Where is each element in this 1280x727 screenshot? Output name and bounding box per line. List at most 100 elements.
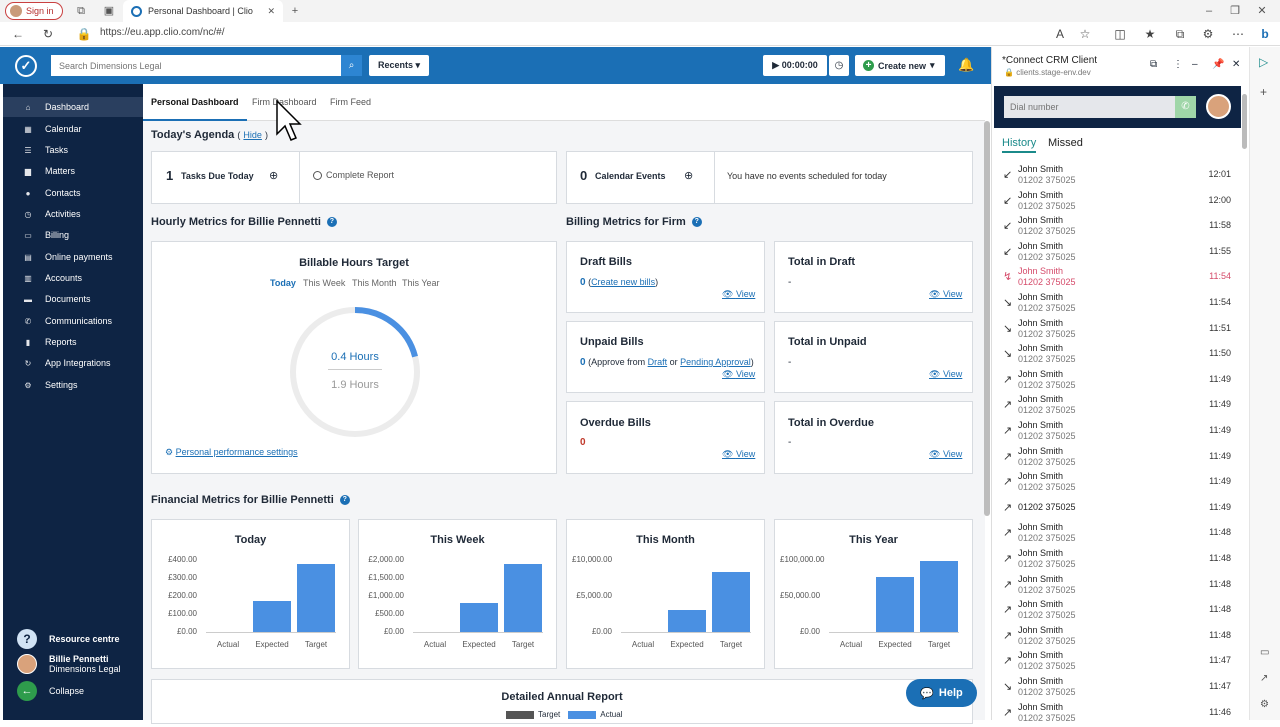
tab-missed[interactable]: Missed	[1048, 137, 1083, 149]
avatar[interactable]	[1206, 94, 1231, 119]
more-icon[interactable]: ⋮	[1173, 59, 1183, 70]
back-icon[interactable]: ←	[12, 27, 24, 41]
call-history-item[interactable]: ↗ John Smith 01202 375025 11:46	[1003, 702, 1231, 727]
bar-expected[interactable]	[460, 603, 498, 632]
bar-target[interactable]	[920, 561, 958, 632]
call-history-item[interactable]: ↘ John Smith 01202 375025 11:50	[1003, 343, 1231, 368]
close-tab-icon[interactable]: ✕	[267, 5, 275, 16]
add-sidebar-icon[interactable]: +	[1260, 85, 1268, 99]
extension-icon[interactable]: ⚙	[1202, 27, 1214, 41]
sidebar-item-accounts[interactable]: ▥ Accounts	[3, 268, 143, 288]
call-history-item[interactable]: ↙ John Smith 01202 375025 11:58	[1003, 215, 1231, 240]
favorites-icon[interactable]: ★	[1144, 27, 1156, 41]
call-history-item[interactable]: ↗ John Smith 01202 375025 11:49	[1003, 369, 1231, 394]
collapse-button[interactable]: ← Collapse	[17, 681, 84, 701]
external-link-icon[interactable]: ↗	[1260, 673, 1269, 684]
call-history-item[interactable]: ↗ John Smith 01202 375025 11:48	[1003, 599, 1231, 624]
new-tab-icon[interactable]: +	[291, 5, 299, 17]
close-panel-icon[interactable]: ✕	[1232, 59, 1241, 70]
tab-personal-dashboard[interactable]: Personal Dashboard	[143, 84, 247, 121]
bing-copilot-icon[interactable]: b	[1261, 27, 1269, 41]
tab-firm-feed[interactable]: Firm Feed	[330, 97, 372, 107]
timer-button[interactable]: ▶ 00:00:00	[763, 55, 827, 76]
open-external-icon[interactable]: ⧉	[1150, 59, 1158, 70]
call-history-item[interactable]: ↗ John Smith 01202 375025 11:49	[1003, 471, 1231, 496]
split-screen-icon[interactable]: ◫	[1114, 27, 1126, 41]
info-icon[interactable]: ?	[691, 217, 702, 228]
sidebar-item-activities[interactable]: ◷ Activities	[3, 204, 143, 224]
search-icon[interactable]: ⌕	[341, 55, 362, 76]
clock-icon[interactable]: ◷	[829, 55, 849, 76]
bell-icon[interactable]: 🔔	[958, 57, 975, 72]
call-history-item[interactable]: ↗ John Smith 01202 375025 11:48	[1003, 625, 1231, 650]
sign-in-button[interactable]: Sign in	[5, 2, 63, 20]
sidebar-item-app-integrations[interactable]: ↻ App Integrations	[3, 353, 143, 373]
sidebar-item-dashboard[interactable]: ⌂ Dashboard	[3, 97, 143, 117]
restore-icon[interactable]: ❐	[1230, 5, 1240, 17]
pin-icon[interactable]: 📌	[1212, 59, 1225, 70]
call-history-item[interactable]: ↗ John Smith 01202 375025 11:47	[1003, 650, 1231, 675]
minimize-icon[interactable]: –	[1205, 5, 1213, 17]
sidebar-item-communications[interactable]: ✆ Communications	[3, 311, 143, 331]
info-icon[interactable]: ?	[339, 495, 350, 506]
bar-target[interactable]	[712, 572, 750, 632]
total-draft-view-link[interactable]: 👁 View	[929, 289, 963, 299]
sidebar-item-documents[interactable]: ▬ Documents	[3, 289, 143, 309]
sidebar-item-billing[interactable]: ▭ Billing	[3, 225, 143, 245]
refresh-icon[interactable]: ↻	[42, 27, 54, 41]
complete-report-item[interactable]: Complete Report	[313, 170, 394, 181]
call-history-item[interactable]: ↘ John Smith 01202 375025 11:54	[1003, 292, 1231, 317]
call-history-item[interactable]: ↗ John Smith 01202 375025 11:48	[1003, 522, 1231, 547]
total-overdue-view-link[interactable]: 👁 View	[929, 449, 963, 459]
call-history-item[interactable]: ↯ John Smith 01202 375025 11:54	[1003, 266, 1231, 291]
search-input[interactable]	[51, 55, 341, 76]
draft-bills-view-link[interactable]: 👁 View	[722, 289, 756, 299]
info-icon[interactable]: ?	[326, 217, 337, 228]
clio-logo-icon[interactable]: ✓	[15, 55, 37, 77]
draft-link[interactable]: Draft	[647, 357, 668, 367]
user-profile[interactable]: Billie Pennetti Dimensions Legal	[17, 654, 121, 674]
bar-target[interactable]	[297, 563, 335, 632]
period-today[interactable]: Today	[270, 278, 296, 288]
performance-settings-link[interactable]: ⚙ Personal performance settings	[165, 447, 298, 458]
tab-actions-icon[interactable]: ▣	[103, 5, 115, 17]
resource-centre-button[interactable]: ? Resource centre	[17, 629, 120, 649]
lock-icon[interactable]: 🔒	[76, 27, 92, 41]
sidebar-layout-icon[interactable]: ▭	[1260, 647, 1270, 658]
call-history-item[interactable]: ↗ 01202 375025 11:49	[1003, 497, 1231, 522]
bar-expected[interactable]	[253, 601, 291, 632]
sidebar-item-matters[interactable]: ▆ Matters	[3, 161, 143, 181]
close-window-icon[interactable]: ✕	[1257, 5, 1267, 17]
add-task-icon[interactable]: ⊕	[269, 170, 279, 182]
sidebar-item-calendar[interactable]: ▦ Calendar	[3, 119, 143, 139]
phone-icon[interactable]: ✆	[1175, 96, 1196, 118]
period-this-week[interactable]: This Week	[303, 278, 346, 288]
create-new-bills-link[interactable]: Create new bills	[591, 277, 656, 287]
call-history-item[interactable]: ↙ John Smith 01202 375025 12:00	[1003, 190, 1231, 215]
call-history-item[interactable]: ↗ John Smith 01202 375025 11:49	[1003, 446, 1231, 471]
call-history-item[interactable]: ↘ John Smith 01202 375025 11:51	[1003, 318, 1231, 343]
period-this-year[interactable]: This Year	[402, 278, 440, 288]
help-button[interactable]: 💬 Help	[906, 679, 977, 707]
call-history-item[interactable]: ↙ John Smith 01202 375025 11:55	[1003, 241, 1231, 266]
workspaces-icon[interactable]: ⧉	[77, 5, 85, 17]
connect-extension-icon[interactable]: ▷	[1259, 55, 1269, 69]
more-icon[interactable]: ⋯	[1232, 27, 1244, 41]
create-new-button[interactable]: + Create new ▾	[855, 55, 945, 76]
tab-firm-dashboard[interactable]: Firm Dashboard	[252, 97, 317, 107]
dial-number-input[interactable]	[1004, 96, 1196, 118]
favorite-star-icon[interactable]: ☆	[1079, 27, 1091, 41]
period-this-month[interactable]: This Month	[352, 278, 397, 288]
call-history-item[interactable]: ↘ John Smith 01202 375025 11:47	[1003, 676, 1231, 701]
collections-icon[interactable]: ⧉	[1175, 27, 1185, 41]
sidebar-item-reports[interactable]: ▮ Reports	[3, 332, 143, 352]
minimize-panel-icon[interactable]: –	[1192, 59, 1198, 70]
url-text[interactable]: https://eu.app.clio.com/nc/#/	[100, 27, 225, 38]
crm-scrollbar[interactable]	[1242, 94, 1247, 149]
hide-agenda-link[interactable]: Hide	[243, 130, 262, 140]
browser-tab-active[interactable]: Personal Dashboard | Clio ✕	[123, 0, 283, 22]
overdue-bills-view-link[interactable]: 👁 View	[722, 449, 756, 459]
main-scrollbar[interactable]	[984, 121, 990, 516]
unpaid-bills-view-link[interactable]: 👁 View	[722, 369, 756, 379]
call-history-item[interactable]: ↗ John Smith 01202 375025 11:49	[1003, 420, 1231, 445]
